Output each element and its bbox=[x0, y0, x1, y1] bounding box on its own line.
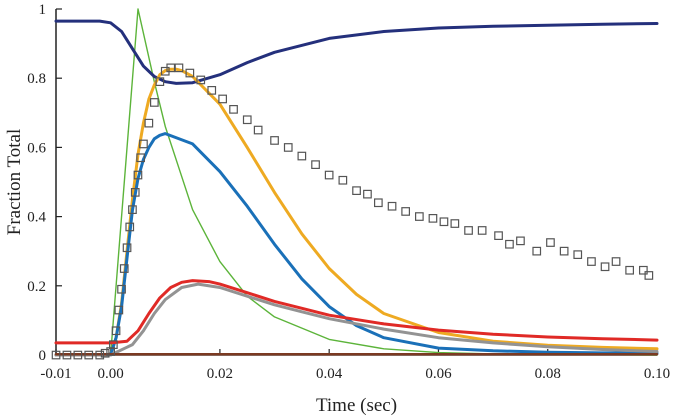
data-marker-square bbox=[352, 186, 361, 195]
data-marker-square bbox=[100, 348, 110, 358]
series-line-gray bbox=[54, 282, 659, 357]
data-marker-square bbox=[428, 214, 438, 223]
x-tick-label: 0.04 bbox=[316, 366, 343, 382]
data-marker-square bbox=[242, 115, 252, 125]
data-marker-square bbox=[207, 85, 217, 95]
data-marker-square bbox=[133, 170, 143, 180]
data-marker-square bbox=[51, 350, 61, 360]
data-marker-square bbox=[374, 198, 383, 208]
x-axis-title: Time (sec) bbox=[316, 395, 397, 416]
data-marker-square bbox=[297, 151, 307, 161]
data-marker-square bbox=[229, 104, 238, 114]
data-marker-square bbox=[114, 305, 124, 315]
data-marker-square bbox=[125, 222, 135, 232]
data-marker-square bbox=[111, 326, 121, 336]
data-marker-square bbox=[150, 98, 159, 107]
data-marker-square bbox=[84, 350, 94, 360]
data-marker-square bbox=[155, 77, 165, 87]
data-marker-square bbox=[218, 94, 227, 104]
data-marker-square bbox=[573, 250, 583, 259]
data-marker-square bbox=[174, 63, 184, 73]
axes-group: 0 0.2 0.4 0.6 0.8 1 -0.01 0.00 0.02 0.04 0.06 0.08 0… bbox=[27, 2, 670, 382]
data-marker-square bbox=[450, 219, 460, 228]
data-marker-square bbox=[136, 153, 145, 163]
data-marker-square bbox=[516, 236, 525, 246]
series-line-red bbox=[54, 279, 659, 345]
labels-group: Time (sec) Fraction Total bbox=[4, 129, 397, 416]
x-tick-label: 0.00 bbox=[98, 366, 124, 382]
data-marker-square bbox=[283, 143, 293, 152]
series-line-blue bbox=[54, 132, 659, 357]
data-marker-square bbox=[166, 63, 176, 73]
series-line-navy bbox=[54, 19, 659, 85]
y-tick-label: 0.8 bbox=[27, 71, 46, 87]
data-marker-square bbox=[130, 188, 140, 197]
data-marker-square bbox=[638, 265, 648, 275]
data-marker-square bbox=[324, 170, 334, 180]
data-marker-square bbox=[139, 139, 148, 149]
data-marker-square bbox=[600, 262, 610, 272]
data-marker-square bbox=[477, 226, 487, 235]
data-marker-square bbox=[644, 271, 654, 280]
x-tick-label: 0.08 bbox=[535, 366, 561, 382]
data-marker-square bbox=[185, 68, 195, 78]
y-tick-label: 0.6 bbox=[27, 140, 46, 156]
data-marker-square bbox=[505, 239, 514, 249]
y-tick-label: 0 bbox=[39, 348, 47, 364]
data-marker-square bbox=[95, 350, 105, 360]
data-marker-square bbox=[62, 350, 72, 360]
data-marker-square bbox=[196, 75, 206, 85]
y-tick-label: 1 bbox=[39, 2, 47, 18]
data-marker-square bbox=[546, 238, 555, 247]
data-marker-square bbox=[532, 246, 542, 256]
data-marker-square bbox=[108, 340, 118, 349]
data-marker-square bbox=[387, 201, 397, 211]
data-marker-square bbox=[73, 350, 83, 360]
y-tick-label: 0.2 bbox=[27, 279, 46, 295]
data-marker-square bbox=[144, 118, 154, 128]
series-line-green bbox=[55, 8, 658, 356]
data-marker-square bbox=[338, 175, 348, 185]
data-marker-square bbox=[363, 189, 372, 199]
data-marker-square bbox=[611, 257, 621, 266]
data-marker-square bbox=[128, 205, 137, 214]
data-marker-square bbox=[587, 257, 596, 266]
data-marker-square bbox=[270, 136, 279, 145]
data-marker-square bbox=[625, 265, 635, 275]
data-marker-square bbox=[401, 207, 410, 216]
data-marker-square bbox=[311, 160, 320, 169]
data-marker-square bbox=[253, 125, 263, 135]
data-marker-square bbox=[464, 226, 473, 235]
data-marker-square bbox=[439, 217, 449, 227]
data-marker-square bbox=[117, 284, 126, 294]
x-tick-label: 0.02 bbox=[207, 366, 233, 382]
data-marker-square bbox=[559, 246, 569, 256]
data-marker-square bbox=[494, 231, 503, 240]
y-tick-label: 0.4 bbox=[27, 210, 46, 226]
x-tick-label: 0.06 bbox=[425, 366, 452, 382]
series-line-orange bbox=[54, 67, 659, 357]
data-marker-square bbox=[106, 347, 116, 356]
x-tick-label: 0.10 bbox=[644, 366, 670, 382]
data-marker-square bbox=[122, 243, 132, 253]
series-group bbox=[54, 8, 659, 357]
x-tick-label: -0.01 bbox=[40, 366, 71, 382]
data-marker-square bbox=[119, 264, 129, 273]
data-marker-square bbox=[415, 212, 424, 221]
markers-group bbox=[51, 63, 654, 360]
y-axis-title: Fraction Total bbox=[4, 129, 25, 236]
